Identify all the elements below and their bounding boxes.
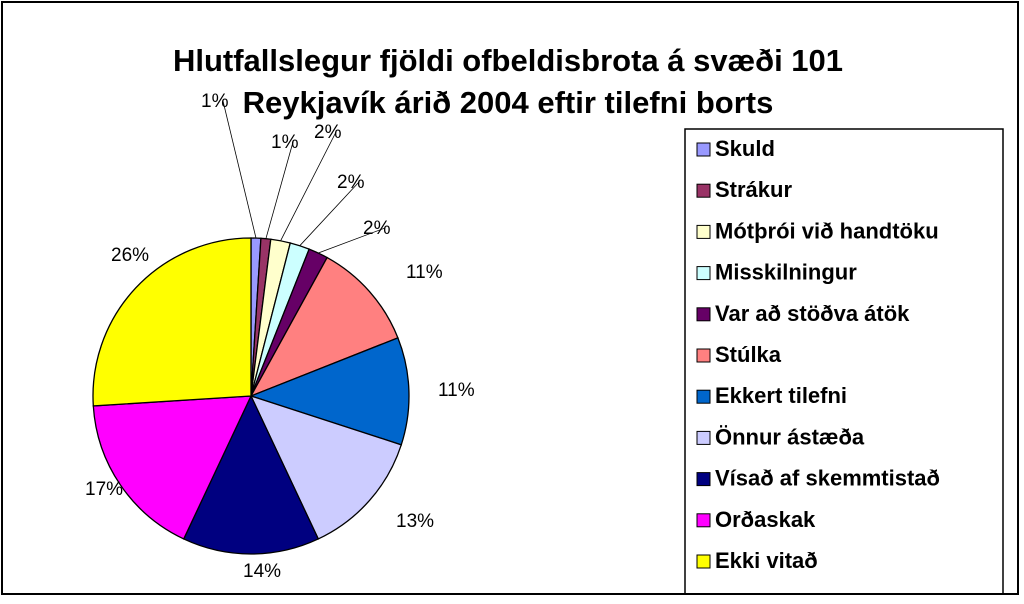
pie-slice-or-askak [92, 395, 253, 540]
legend-item: Ekkert tilefni [696, 383, 847, 408]
pie-slice-ekkert-tilefni [249, 336, 410, 446]
legend-item: Var að stöðva átök [696, 301, 910, 326]
pie-slice-nnur-st-a [249, 394, 403, 540]
legend-item: Strákur [696, 177, 792, 202]
leader-line [318, 227, 386, 254]
legend-label: Vísað af skemmtistað [715, 466, 940, 491]
data-label: 14% [243, 561, 281, 582]
legend-item: Orðaskak [696, 507, 816, 532]
data-label: 2% [363, 218, 391, 239]
leader-lines [222, 100, 386, 254]
chart-frame: Hlutfallslegur fjöldi ofbeldisbrota á sv… [1, 1, 1019, 595]
pie-chart: Hlutfallslegur fjöldi ofbeldisbrota á sv… [85, 43, 1004, 593]
pie-slice-v-sa-af-skemmtista [182, 394, 320, 555]
legend-label: Strákur [715, 177, 792, 202]
data-label: 2% [337, 172, 365, 193]
chart-title-line-1: Hlutfallslegur fjöldi ofbeldisbrota á sv… [173, 43, 843, 78]
legend-item: Mótþrói við handtöku [696, 218, 939, 243]
legend-item: Ekki vitað [696, 548, 818, 573]
data-label: 17% [85, 479, 123, 500]
legend-swatch [696, 430, 711, 445]
legend-swatch [696, 266, 711, 281]
chart-title: Hlutfallslegur fjöldi ofbeldisbrota á sv… [173, 43, 843, 120]
data-labels: 1% 1% 2% 2% 2% 11% 11% 13% 14% 17% 26% [85, 91, 475, 582]
legend-item: Misskilningur [696, 260, 857, 285]
leader-line [280, 131, 337, 241]
legend-swatch [696, 348, 711, 363]
legend-label: Mótþrói við handtöku [715, 218, 939, 243]
legend-swatch [696, 554, 711, 569]
legend-swatch [696, 513, 711, 528]
legend-label: Ekki vitað [715, 548, 818, 573]
data-label: 13% [396, 511, 434, 532]
legend-label: Misskilningur [715, 260, 857, 285]
data-label: 26% [111, 245, 149, 266]
legend: Skuld Strákur Mótþrói við handtöku Misskiln… [684, 128, 1004, 593]
legend-box [684, 128, 1004, 593]
data-label: 11% [438, 380, 475, 401]
legend-label: Ekkert tilefni [715, 383, 847, 408]
data-label: 11% [406, 262, 443, 283]
legend-label: Var að stöðva átök [715, 301, 910, 326]
legend-swatch [696, 224, 711, 239]
leader-line [265, 141, 294, 239]
legend-label: Önnur ástæða [715, 424, 865, 449]
leader-line [299, 181, 360, 246]
pie-slices [92, 237, 410, 555]
legend-label: Stúlka [715, 342, 782, 367]
legend-item: Stúlka [696, 342, 782, 367]
legend-item: Önnur ástæða [696, 424, 865, 449]
legend-label: Orðaskak [715, 507, 816, 532]
data-label: 1% [201, 91, 229, 112]
data-label: 2% [314, 122, 342, 143]
legend-swatch [696, 389, 711, 404]
data-label: 1% [271, 132, 299, 153]
leader-line [222, 100, 257, 239]
legend-swatch [696, 472, 711, 487]
legend-label: Skuld [715, 136, 775, 161]
legend-swatch [696, 307, 711, 322]
legend-item: Vísað af skemmtistað [696, 466, 940, 491]
legend-swatch [696, 183, 711, 198]
pie-slice-st-lka [249, 256, 399, 398]
legend-swatch [696, 142, 711, 157]
chart-title-line-2: Reykjavík árið 2004 eftir tilefni borts [243, 85, 774, 120]
pie-slice-ekki-vita [92, 237, 252, 407]
legend-item: Skuld [696, 136, 775, 161]
